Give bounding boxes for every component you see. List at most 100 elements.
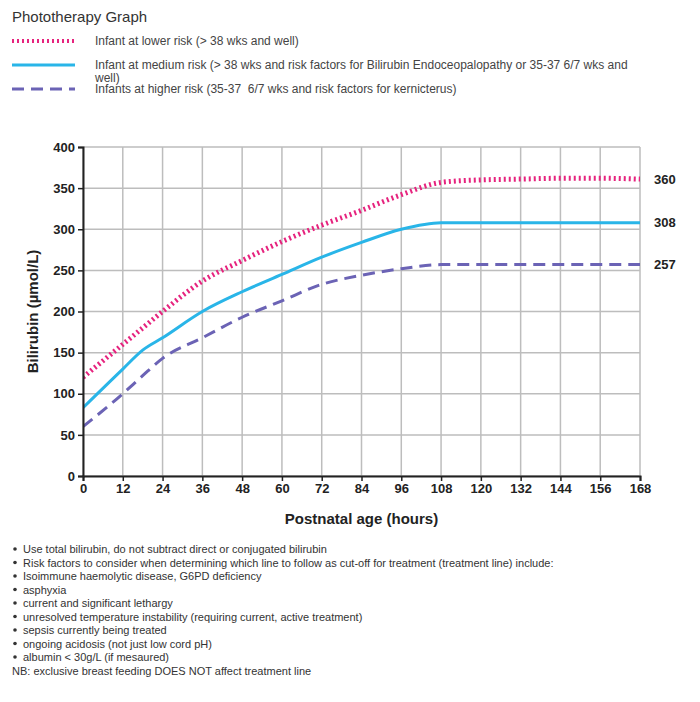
grid-line-y	[83, 434, 640, 436]
y-axis-line	[78, 148, 84, 477]
x-tick-label: 12	[116, 481, 130, 496]
x-tick-label: 24	[156, 481, 171, 496]
x-tick-label: 156	[590, 481, 612, 496]
y-tick-mark	[78, 270, 83, 272]
x-tick-label: 132	[510, 481, 532, 496]
y-axis: 0 50 100 150 200 250 300 350 400	[53, 140, 83, 484]
note: albumin < 30g/L (if mesaured)	[23, 651, 169, 663]
bullet	[13, 574, 17, 578]
end-label: 360	[654, 172, 676, 187]
bullet	[13, 615, 17, 619]
grid-line-y	[83, 187, 640, 189]
note: sepsis currently being treated	[23, 624, 167, 636]
y-tick-label: 350	[53, 181, 75, 196]
legend-swatch	[12, 88, 75, 91]
x-tick-label: 84	[355, 481, 370, 496]
y-tick-label: 50	[61, 428, 75, 443]
x-tick-label: 48	[235, 481, 249, 496]
x-tick: 156	[590, 476, 612, 496]
legend-label: Infant at lower risk (> 38 wks and well)	[95, 34, 299, 48]
notes: Use total bilirubin, do not subtract dir…	[12, 543, 553, 677]
x-tick: 48	[235, 476, 249, 496]
grid-line-y	[83, 270, 640, 272]
x-tick: 132	[510, 476, 532, 496]
x-tick: 72	[315, 476, 329, 496]
y-tick-label: 100	[53, 386, 75, 401]
grid-line-y	[83, 229, 640, 231]
end-label: 308	[654, 215, 676, 230]
bullet	[13, 628, 17, 632]
grid-line-y	[83, 393, 640, 395]
note: asphyxia	[23, 584, 67, 596]
x-tick-label: 96	[395, 481, 409, 496]
y-tick: 400	[53, 140, 83, 155]
series-line	[83, 265, 640, 427]
grid-line-y	[83, 352, 640, 354]
y-tick-mark	[78, 147, 83, 149]
x-tick: 0	[80, 476, 87, 496]
legend-label: Infants at higher risk (35-37 6/7 wks an…	[95, 82, 456, 96]
y-tick: 150	[53, 345, 83, 360]
x-tick-label: 168	[630, 481, 652, 496]
x-tick: 120	[471, 476, 493, 496]
x-tick: 144	[550, 476, 572, 496]
end-label: 257	[654, 257, 676, 272]
legend-swatch	[12, 64, 75, 67]
x-tick: 24	[156, 476, 171, 496]
x-tick: 84	[355, 476, 370, 496]
note: Risk factors to consider when determinin…	[23, 557, 553, 569]
x-tick-label: 144	[550, 481, 572, 496]
note: Use total bilirubin, do not subtract dir…	[23, 543, 327, 555]
y-tick-mark	[78, 311, 83, 313]
y-tick-label: 200	[53, 304, 75, 319]
y-tick-mark	[78, 352, 83, 354]
plot-area	[83, 178, 640, 426]
y-tick-mark	[78, 188, 83, 190]
bullet	[13, 601, 17, 605]
x-tick: 60	[275, 476, 289, 496]
y-tick: 350	[53, 181, 83, 196]
bullet	[13, 655, 17, 659]
y-tick: 200	[53, 304, 83, 319]
grid-line-y	[83, 146, 640, 148]
note: unresolved temperature instability (requ…	[23, 611, 362, 623]
series-line	[83, 178, 640, 377]
legend: Infant at lower risk (> 38 wks and well)…	[12, 34, 628, 96]
y-tick: 250	[53, 263, 83, 278]
x-tick-label: 36	[196, 481, 210, 496]
chart: Phototherapy Graph Infant at lower risk (…	[0, 0, 700, 702]
legend-label: Infant at medium risk (> 38 wks and risk…	[94, 58, 628, 85]
note: ongoing acidosis (not just low cord pH)	[23, 638, 212, 650]
x-tick-label: 60	[275, 481, 289, 496]
x-tick-label: 0	[80, 481, 87, 496]
bullet	[13, 588, 17, 592]
y-tick: 0	[68, 469, 83, 484]
grid	[83, 147, 640, 476]
y-tick-label: 400	[53, 140, 75, 155]
note: Isoimmune haemolytic disease, G6PD defic…	[23, 570, 262, 582]
series-line	[83, 223, 640, 408]
legend-swatch	[12, 39, 75, 43]
note: current and significant lethargy	[23, 597, 173, 609]
x-tick-label: 108	[431, 481, 453, 496]
x-tick: 96	[395, 476, 409, 496]
y-tick-label: 250	[53, 263, 75, 278]
y-tick-label: 300	[53, 222, 75, 237]
y-axis-title: Bilirubin (µmol/L)	[24, 250, 41, 374]
footnote: NB: exclusive breast feeding DOES NOT af…	[12, 665, 311, 677]
title: Phototherapy Graph	[12, 8, 147, 25]
y-tick-mark	[78, 476, 83, 478]
bullet	[13, 561, 17, 565]
x-tick: 36	[196, 476, 210, 496]
y-tick-mark	[78, 435, 83, 437]
y-tick-mark	[78, 394, 83, 396]
y-tick-label: 0	[68, 469, 75, 484]
x-axis-title: Postnatal age (hours)	[285, 510, 438, 527]
x-tick: 12	[116, 476, 130, 496]
y-tick-label: 150	[53, 345, 75, 360]
x-tick: 108	[431, 476, 453, 496]
bullet	[13, 547, 17, 551]
y-tick: 100	[53, 386, 83, 401]
y-tick: 300	[53, 222, 83, 237]
x-tick: 168	[630, 476, 652, 496]
